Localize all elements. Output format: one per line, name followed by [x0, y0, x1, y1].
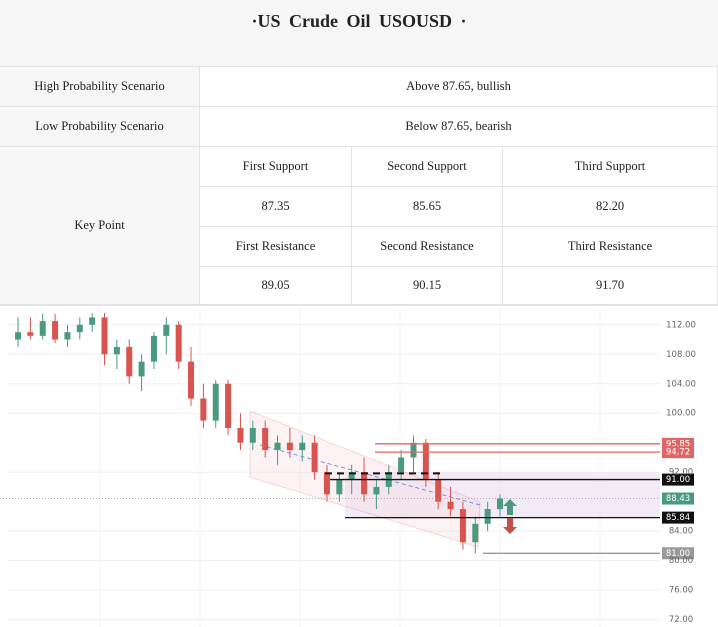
candle-body: [138, 361, 145, 377]
candle-body: [225, 383, 232, 428]
candle-body: [101, 317, 108, 355]
candle-body: [126, 346, 133, 377]
down-arrow: [503, 518, 517, 534]
candle-body: [484, 509, 491, 524]
price-tag: [662, 492, 694, 505]
candle-body: [89, 317, 96, 325]
candle-body: [237, 427, 244, 443]
candle-body: [163, 324, 170, 336]
candle-body: [188, 361, 195, 399]
candle-body: [262, 427, 269, 451]
y-tick-label: 76.00: [669, 586, 693, 596]
candle-body: [410, 442, 417, 458]
price-tag-label: 81.00: [666, 549, 690, 559]
candle-body: [27, 332, 34, 336]
key-point-value: 91.70: [503, 267, 718, 305]
price-tag: [662, 547, 694, 560]
price-tag-label: 94.72: [666, 448, 690, 458]
key-point-value: 89.05: [200, 267, 352, 305]
price-tag-label: 91.00: [666, 475, 690, 485]
key-point-value: 90.15: [352, 267, 503, 305]
key-point-header: Second Support: [352, 147, 503, 187]
row-label: Low Probability Scenario: [0, 107, 200, 147]
chart-bg: [0, 305, 718, 627]
row-label: High Probability Scenario: [0, 67, 200, 107]
y-tick-label: 112.00: [666, 320, 696, 330]
key-point-header: Third Support: [503, 147, 718, 187]
key-point-header: First Resistance: [200, 227, 352, 267]
candle-body: [472, 523, 479, 543]
key-point-header: First Support: [200, 147, 352, 187]
price-tag: [662, 511, 694, 524]
candle-body: [286, 442, 293, 451]
price-tag: [662, 473, 694, 486]
y-tick-label: 72.00: [669, 615, 693, 625]
title: ·US Crude Oil USOUSD ·: [0, 0, 718, 67]
key-point-value: 85.65: [352, 187, 503, 227]
candle-body: [64, 332, 71, 340]
candle-body: [373, 486, 380, 495]
up-arrow: [503, 499, 517, 515]
price-tag-label: 95.85: [666, 439, 690, 449]
candle-body: [459, 509, 466, 543]
candle-body: [323, 472, 330, 495]
y-tick-label: 84.00: [669, 527, 693, 537]
candle-body: [361, 472, 368, 495]
candle-body: [435, 479, 442, 502]
trend-line: [259, 444, 481, 506]
key-point-header: Third Resistance: [503, 227, 718, 267]
candle-body: [274, 442, 281, 451]
candle-body: [175, 324, 182, 362]
candle-body: [52, 321, 59, 340]
price-tag-label: 88.43: [666, 494, 690, 504]
row-value: Below 87.65, bearish: [200, 107, 718, 147]
candle-body: [15, 332, 21, 340]
row-value: Above 87.65, bullish: [200, 67, 718, 107]
candle-body: [336, 479, 343, 495]
key-point-value: 82.20: [503, 187, 718, 227]
candle-body: [39, 321, 46, 336]
candle-body: [299, 442, 306, 451]
y-tick-label: 92.00: [669, 468, 693, 478]
key-point-header: Second Resistance: [352, 227, 503, 267]
price-tag: [662, 446, 694, 459]
y-tick-label: 104.00: [666, 379, 696, 389]
candle-body: [422, 442, 429, 480]
candle-body: [249, 427, 256, 443]
key-point-label: Key Point: [0, 147, 200, 305]
candle-body: [76, 324, 83, 333]
candle-body: [348, 472, 355, 480]
price-tag-label: 85.84: [666, 513, 690, 523]
y-tick-label: 100.00: [666, 409, 696, 419]
candle-body: [113, 346, 120, 355]
y-tick-label: 108.00: [666, 350, 696, 360]
candle-body: [447, 501, 454, 510]
candle-body: [311, 442, 318, 473]
key-point-value: 87.35: [200, 187, 352, 227]
candle-body: [150, 335, 157, 362]
candle-body: [200, 398, 207, 421]
candle-body: [212, 383, 219, 421]
y-tick-label: 80.00: [669, 556, 693, 566]
candle-body: [398, 457, 405, 473]
candle-body: [497, 498, 503, 510]
